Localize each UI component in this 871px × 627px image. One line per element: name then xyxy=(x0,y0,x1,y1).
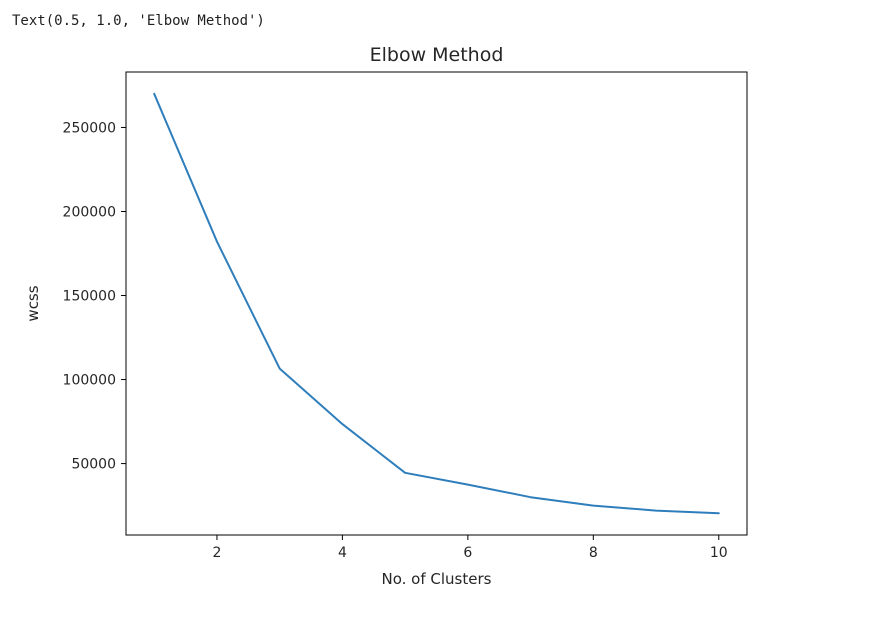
y-tick-label: 50000 xyxy=(71,457,116,473)
y-tick-label: 100000 xyxy=(63,373,116,389)
y-tick-label: 200000 xyxy=(63,204,116,220)
x-tick-label: 8 xyxy=(589,545,598,561)
series-line-wcss xyxy=(153,92,720,515)
x-axis-label: No. of Clusters xyxy=(382,570,492,588)
plot-frame xyxy=(125,71,748,536)
y-tick-label: 150000 xyxy=(63,289,116,305)
y-axis-label: wcss xyxy=(24,285,42,321)
x-tick-label: 2 xyxy=(212,545,221,561)
y-tick-label: 250000 xyxy=(63,120,116,136)
x-tick-label: 4 xyxy=(338,545,347,561)
chart-title: Elbow Method xyxy=(370,44,504,66)
ticks-layer: 2 4 6 8 10 50000 100000 150000 200000 250000 xyxy=(63,120,728,561)
cell-output-text: Text(0.5, 1.0, 'Elbow Method') xyxy=(12,13,265,29)
x-tick-label: 10 xyxy=(710,545,728,561)
x-tick-label: 6 xyxy=(463,545,472,561)
